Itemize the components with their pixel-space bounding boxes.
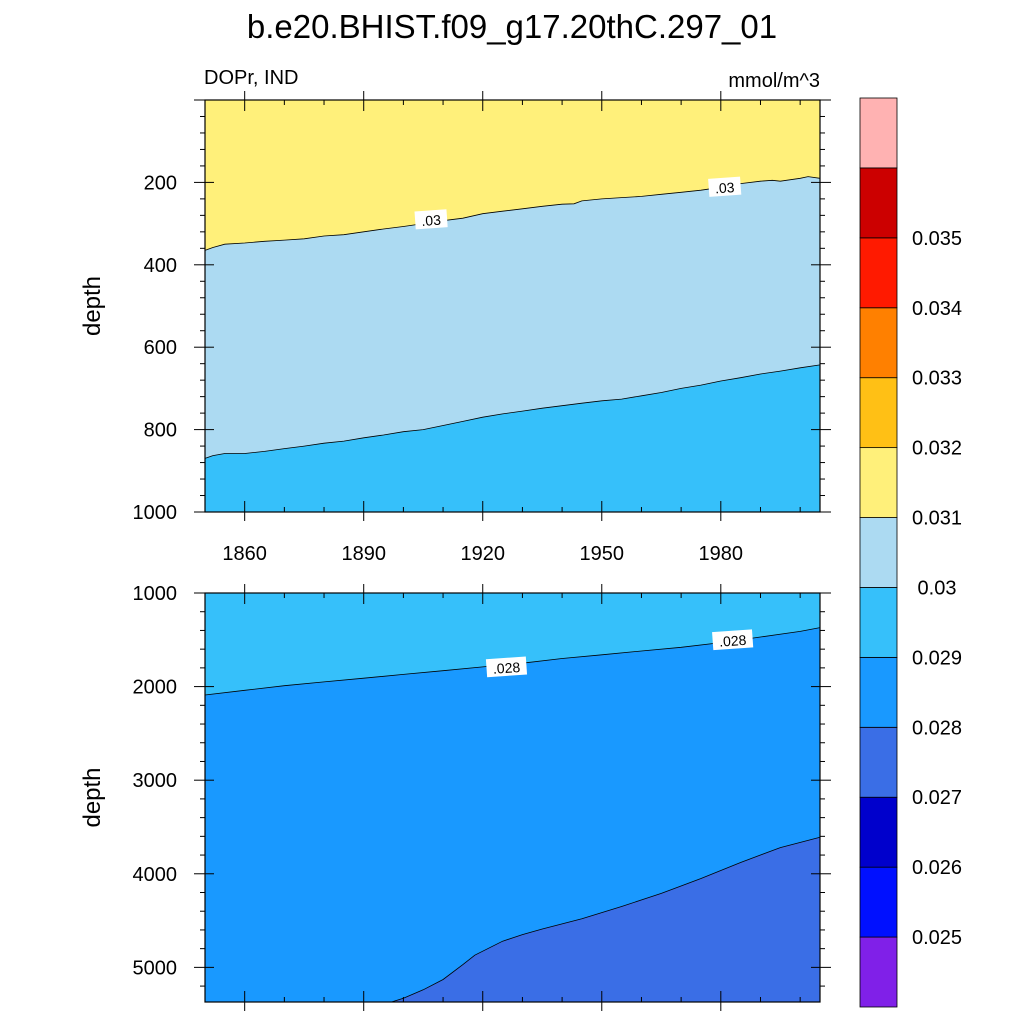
x-tick-label: 1920 [460,543,505,565]
contour-label-box [708,176,742,197]
colorbar-swatch [859,656,898,728]
contour-label-box [485,656,528,678]
contour-label-text: .028 [719,632,748,650]
contour-label: .028 [485,656,528,678]
colorbar-swatch [859,447,898,518]
y-tick-label: 1000 [133,502,178,524]
lower-band-1 [391,837,820,1002]
contour-label: .03 [708,176,742,197]
contour-label-text: .03 [421,212,442,229]
colorbar-label: 0.031 [912,508,962,530]
colorbar-label: 0.033 [912,368,962,390]
contour-label: .03 [414,209,448,230]
colorbar-swatch [859,866,898,938]
colorbar-swatch [859,377,898,449]
upper-contour-line-1 [204,364,821,459]
y-tick-label: 5000 [133,957,178,979]
y-tick-label: 4000 [133,864,178,886]
lower-frame [204,592,821,1003]
upper-contour-line-0 [204,176,821,251]
colorbar-swatch [859,517,898,588]
colorbar-swatch [859,587,898,658]
y-tick-label: 3000 [133,770,178,792]
colorbar-swatch [859,237,898,309]
x-tick-label: 1980 [699,543,744,565]
lower-panel: 1000 2000 3000 4000 5000 depth .028 .028 [79,583,831,1011]
colorbar: 0.025 0.026 0.027 0.028 0.029 0.03 0.031 0.032 0… [859,97,962,1008]
upper-frame [204,99,821,513]
x-tick-label: 1950 [580,543,625,565]
y-tick-label: 800 [144,420,177,442]
colorbar-label: 0.027 [912,787,962,809]
contour-label: .028 [712,629,754,651]
colorbar-label: 0.035 [912,228,962,250]
y-tick-label: 600 [144,337,177,359]
y-tick-label: 1000 [133,583,178,605]
colorbar-swatch [859,936,898,1008]
contour-label-box [712,629,754,651]
colorbar-swatch [859,167,898,239]
lower-y-axis-label: depth [79,767,106,827]
y-tick-label: 200 [144,172,177,194]
upper-panel: 1860 1890 1920 1950 1980 200 400 600 800 1000 dept… [79,91,831,565]
colorbar-label: 0.032 [912,438,962,460]
colorbar-label: 0.028 [912,717,962,739]
colorbar-label: 0.025 [912,927,962,949]
lower-contour-line-1 [391,836,821,1003]
y-tick-label: 400 [144,255,177,277]
upper-band-1 [205,364,820,512]
colorbar-label: 0.03 [918,577,957,599]
colorbar-swatch [859,726,898,798]
contour-label-box [414,209,448,230]
chart-title: b.e20.BHIST.f09_g17.20thC.297_01 [247,8,777,45]
colorbar-swatch [859,796,898,868]
colorbar-label: 0.026 [912,857,962,879]
contour-label-text: .028 [492,659,521,677]
colorbar-swatch [859,307,898,379]
colorbar-label: 0.034 [912,298,962,320]
y-tick-label: 2000 [133,677,178,699]
x-tick-label: 1890 [341,543,386,565]
x-tick-label: 1860 [222,543,267,565]
upper-y-axis-label: depth [79,276,106,336]
variable-region-label: DOPr, IND [204,67,298,89]
units-label: mmol/m^3 [728,70,820,92]
colorbar-swatch [859,97,898,169]
contour-label-text: .03 [715,179,736,196]
colorbar-label: 0.029 [912,647,962,669]
